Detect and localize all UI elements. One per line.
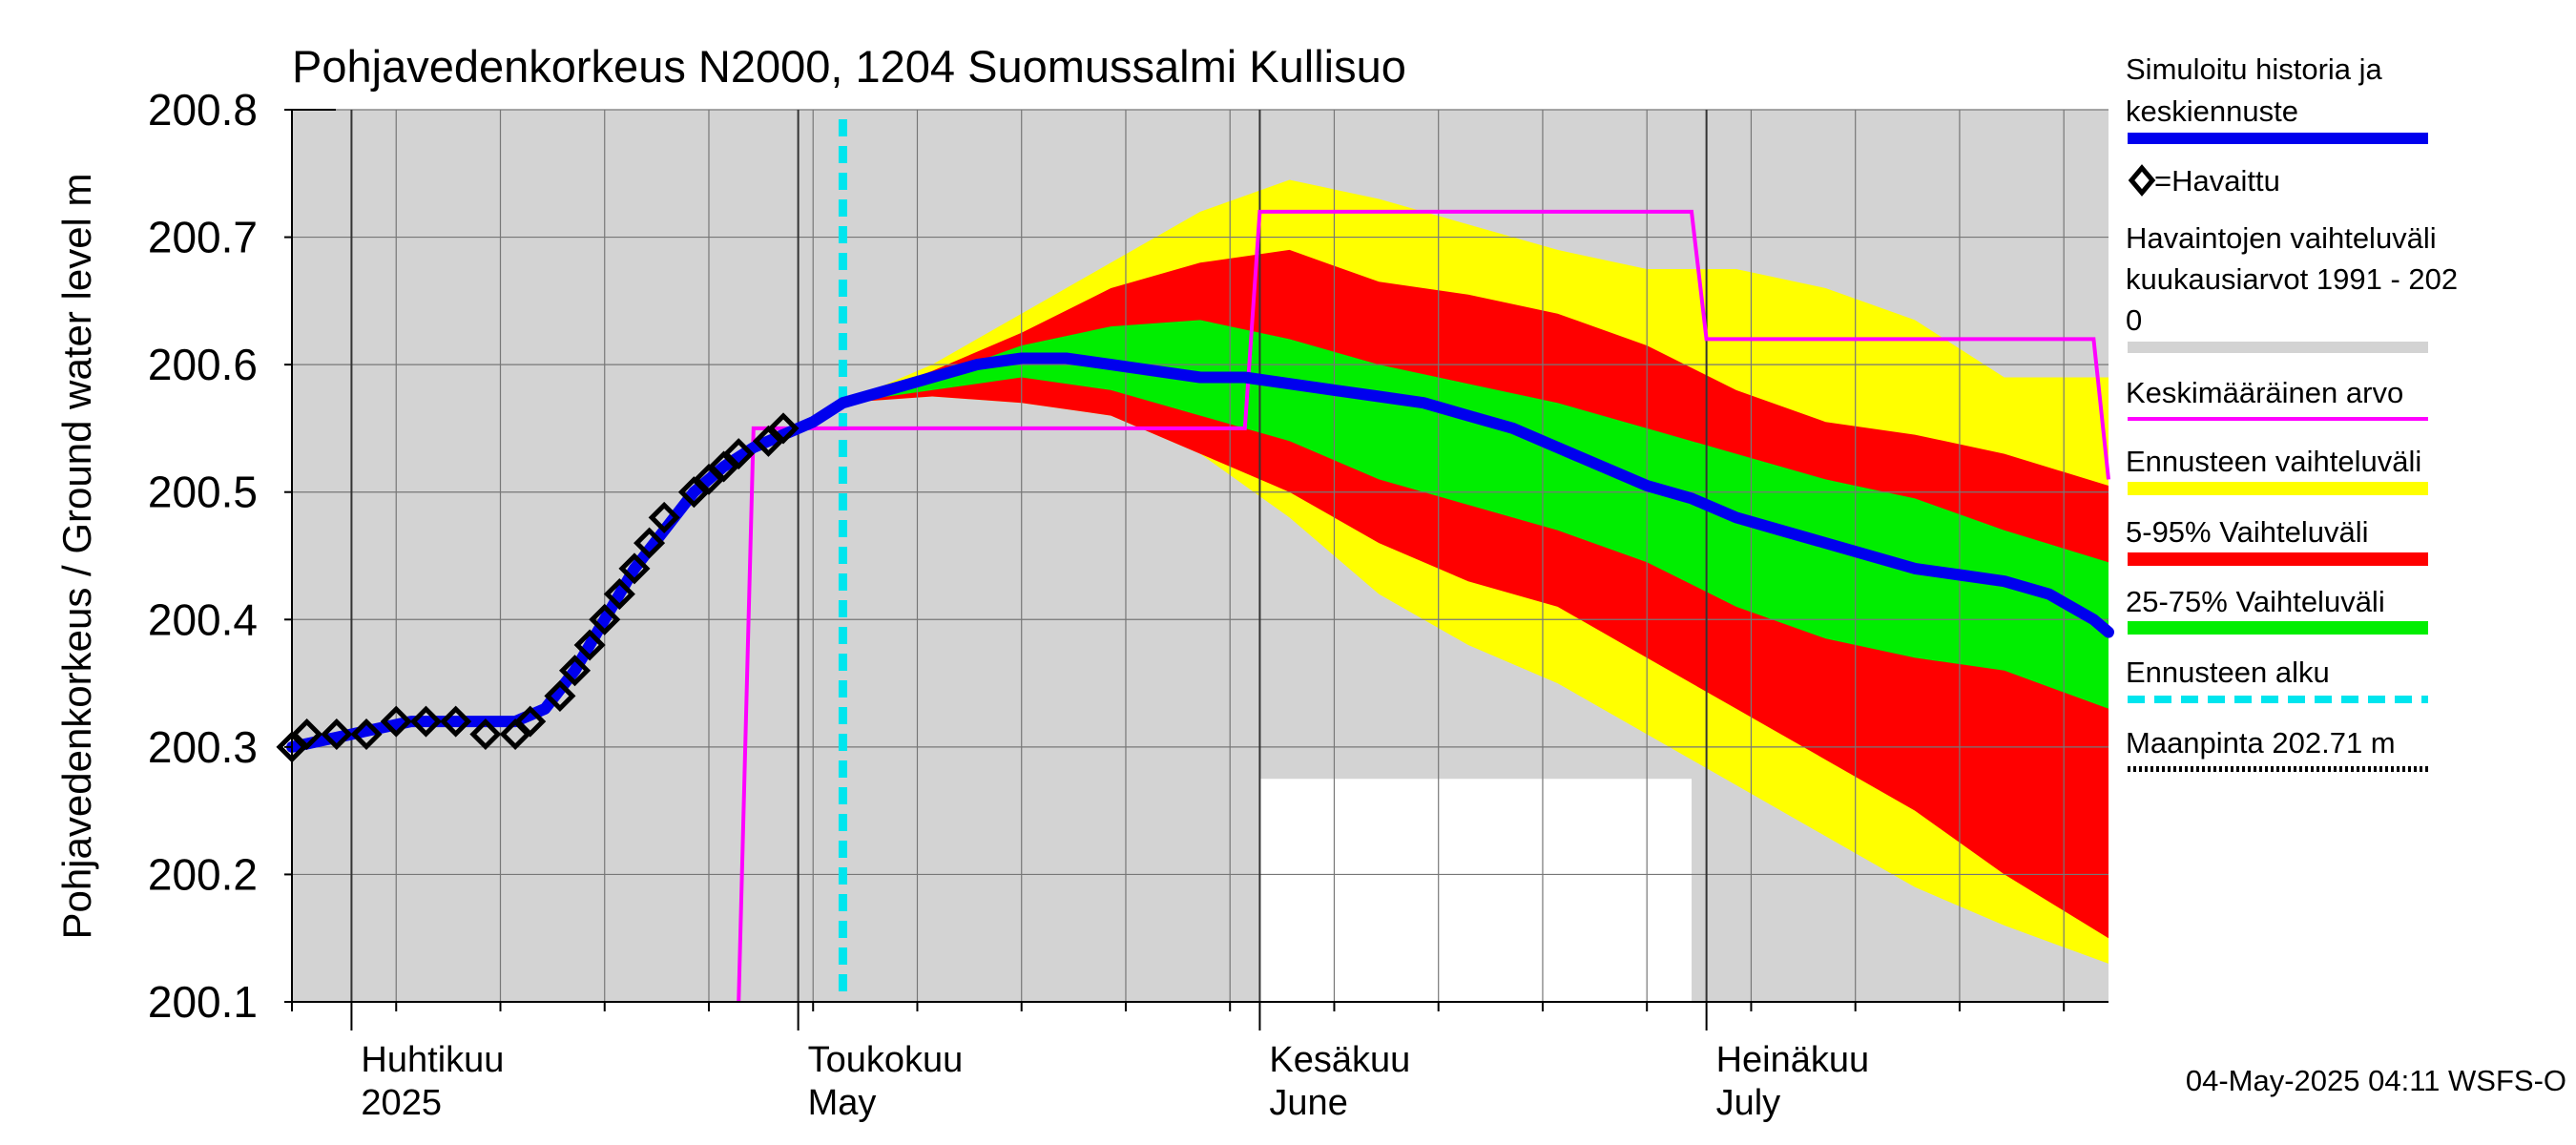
observed-point	[722, 438, 755, 470]
x-month-label: Toukokuu	[808, 1040, 964, 1080]
legend-label-p25-75: 25-75% Vaihteluväli	[2126, 585, 2385, 618]
mean-line	[737, 209, 2110, 1003]
y-tick-label: 200.6	[148, 340, 258, 389]
y-tick-label: 200.3	[148, 722, 258, 772]
legend-label-simulated: Simuloitu historia ja	[2126, 52, 2383, 86]
legend-label-forecast-range: Ennusteen vaihteluväli	[2126, 445, 2421, 478]
y-axis-label: Pohjavedenkorkeus / Ground water level m	[54, 173, 99, 939]
legend-label-observed: =Havaittu	[2154, 164, 2280, 198]
y-tick-label: 200.4	[148, 594, 258, 644]
y-tick-label: 200.2	[148, 849, 258, 899]
observed-point	[440, 705, 472, 738]
observed-point	[573, 629, 606, 661]
legend-label-hist-range-2: kuukausiarvot 1991 - 202	[2126, 262, 2458, 296]
observed-points	[276, 412, 800, 763]
legend-label-hist-range-3: 0	[2126, 303, 2142, 337]
axes	[284, 109, 2109, 1030]
legend-swatch-observed	[2128, 164, 2156, 197]
legend: Simuloitu historia ja keskiennuste =Havait…	[2126, 52, 2458, 772]
observed-point	[634, 527, 666, 559]
p5-95-band	[842, 249, 2109, 939]
y-tick-label: 200.1	[148, 977, 258, 1027]
legend-label-mean: Keskimääräinen arvo	[2126, 376, 2403, 409]
observed-point	[544, 679, 576, 712]
y-tick-label: 200.8	[148, 85, 258, 135]
x-month-sublabel: May	[808, 1083, 877, 1123]
observed-point	[514, 705, 547, 738]
observed-point	[321, 718, 353, 751]
observed-point	[350, 718, 383, 751]
grid-lines	[291, 109, 2109, 1003]
p25-75-band	[842, 320, 2109, 709]
observed-point	[767, 412, 800, 445]
observed-point	[380, 705, 412, 738]
observed-point	[558, 655, 592, 687]
observed-point	[618, 552, 651, 585]
x-month-sublabel: July	[1716, 1083, 1781, 1123]
x-month-sublabel: 2025	[361, 1083, 442, 1123]
x-month-sublabel: June	[1269, 1083, 1347, 1123]
observed-point	[291, 718, 323, 751]
observed-point	[469, 718, 502, 751]
observed-point	[603, 578, 635, 611]
legend-label-forecast-start: Ennusteen alku	[2126, 656, 2330, 689]
legend-label-p5-95: 5-95% Vaihteluväli	[2126, 515, 2368, 549]
legend-label-hist-range: Havaintojen vaihteluväli	[2126, 221, 2437, 255]
chart-title: Pohjavedenkorkeus N2000, 1204 Suomussalm…	[292, 41, 1406, 92]
y-tick-label: 200.7	[148, 213, 258, 262]
observed-point	[589, 603, 621, 635]
legend-label-simulated-2: keskiennuste	[2126, 94, 2298, 128]
legend-label-ground: Maanpinta 202.71 m	[2126, 726, 2396, 760]
footer-timestamp: 04-May-2025 04:11 WSFS-O	[2186, 1064, 2566, 1097]
x-month-label: Kesäkuu	[1269, 1040, 1410, 1080]
observed-point	[648, 501, 680, 533]
y-tick-labels: 200.1 200.2 200.3 200.4 200.5 200.6 200.7 200.8	[148, 85, 258, 1027]
x-month-label: Heinäkuu	[1716, 1040, 1870, 1080]
observed-point	[409, 705, 442, 738]
white-window	[1259, 779, 1693, 1002]
y-tick-label: 200.5	[148, 468, 258, 517]
x-month-label: Huhtikuu	[361, 1040, 504, 1080]
